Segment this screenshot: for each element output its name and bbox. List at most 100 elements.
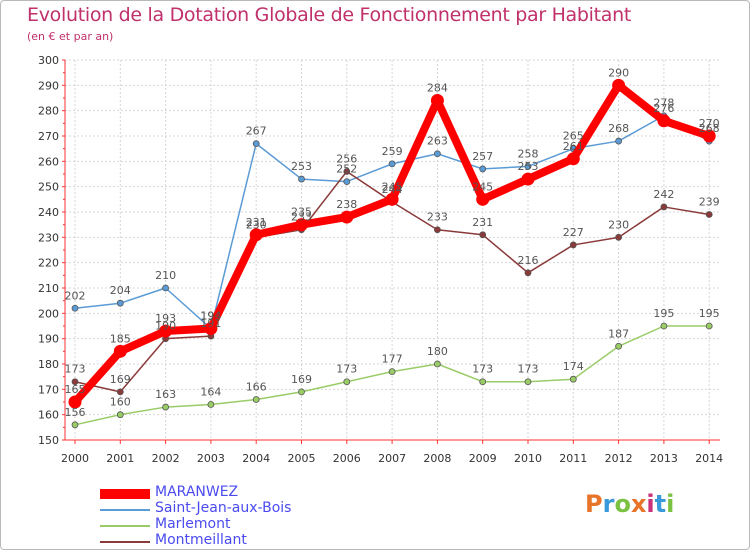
data-point-maranwez <box>204 322 218 336</box>
y-tick-label: 200 <box>38 307 59 320</box>
data-point-montmeillant <box>71 378 79 386</box>
y-tick-label: 210 <box>38 282 59 295</box>
x-tick-label: 2007 <box>378 452 406 465</box>
x-tick-label: 2002 <box>152 452 180 465</box>
data-label-montmeillant: 242 <box>653 188 674 201</box>
data-label-montmeillant: 191 <box>200 317 221 330</box>
data-label-maranwez: 231 <box>246 216 267 229</box>
x-tick-label: 2009 <box>469 452 497 465</box>
data-point-marlemont <box>343 378 351 386</box>
data-label-montmeillant: 244 <box>382 183 403 196</box>
data-point-marlemont <box>705 322 713 330</box>
chart-subtitle: (en € et par an) <box>27 30 114 43</box>
data-label-maranwez: 284 <box>427 82 448 95</box>
data-point-marlemont <box>524 378 532 386</box>
data-point-maranwez <box>295 218 308 232</box>
data-label-maranwez: 235 <box>291 206 312 219</box>
data-point-maranwez <box>566 152 580 166</box>
data-point-saint-jean-aux-bois <box>524 162 532 170</box>
data-label-montmeillant: 256 <box>336 152 357 165</box>
data-point-saint-jean-aux-bois <box>615 137 622 145</box>
data-label-saint-jean-aux-bois: 265 <box>563 130 584 143</box>
data-label-saint-jean-aux-bois: 204 <box>110 284 131 297</box>
data-point-maranwez <box>702 129 716 143</box>
y-tick-label: 300 <box>38 54 59 67</box>
data-label-saint-jean-aux-bois: 194 <box>200 310 221 323</box>
proxiti-logo: Proxiti <box>585 490 674 518</box>
data-point-marlemont <box>298 388 305 396</box>
data-label-montmeillant: 233 <box>291 211 312 224</box>
proxiti-logo-letter: o <box>614 490 631 518</box>
data-label-marlemont: 187 <box>608 327 629 340</box>
data-point-marlemont <box>615 342 622 350</box>
x-tick-label: 2001 <box>106 452 134 465</box>
data-point-maranwez <box>521 172 535 186</box>
y-tick-label: 290 <box>38 79 59 92</box>
data-label-marlemont: 195 <box>653 307 674 320</box>
data-label-marlemont: 169 <box>291 373 312 386</box>
data-label-maranwez: 194 <box>200 310 221 323</box>
data-label-maranwez: 165 <box>65 383 86 396</box>
data-label-saint-jean-aux-bois: 268 <box>608 122 629 135</box>
data-label-marlemont: 195 <box>699 307 720 320</box>
legend-label-montmeillant: Montmeillant <box>155 532 247 548</box>
x-tick-label: 2011 <box>559 452 587 465</box>
y-tick-label: 280 <box>38 105 59 118</box>
data-label-marlemont: 180 <box>427 345 448 358</box>
proxiti-logo-letter: x <box>630 490 647 518</box>
legend-item-marlemont: Marlemont <box>100 516 420 534</box>
legend-item-montmeillant: Montmeillant <box>100 532 420 550</box>
data-point-marlemont <box>116 411 124 419</box>
data-label-saint-jean-aux-bois: 268 <box>699 122 720 135</box>
y-tick-label: 150 <box>38 434 59 447</box>
data-label-montmeillant: 227 <box>563 226 584 239</box>
data-label-maranwez: 185 <box>110 332 131 345</box>
data-point-maranwez <box>113 344 127 358</box>
legend-swatch-marlemont <box>100 525 150 527</box>
data-point-maranwez <box>68 395 82 409</box>
data-label-maranwez: 245 <box>382 180 403 193</box>
data-point-marlemont <box>71 421 79 429</box>
data-point-saint-jean-aux-bois <box>162 284 170 292</box>
data-point-maranwez <box>249 228 263 242</box>
data-point-marlemont <box>162 403 170 411</box>
x-tick-label: 2005 <box>288 452 316 465</box>
data-point-saint-jean-aux-bois <box>388 160 396 168</box>
data-label-marlemont: 163 <box>155 388 176 401</box>
y-tick-label: 230 <box>38 231 59 244</box>
data-point-saint-jean-aux-bois <box>71 304 79 312</box>
data-point-marlemont <box>569 375 577 383</box>
data-point-marlemont <box>433 360 441 368</box>
data-point-montmeillant <box>343 168 351 175</box>
y-tick-label: 180 <box>38 358 59 371</box>
data-label-marlemont: 177 <box>382 353 403 366</box>
legend-label-maranwez: MARANWEZ <box>155 484 239 500</box>
x-tick-label: 2004 <box>242 452 270 465</box>
data-label-montmeillant: 233 <box>427 211 448 224</box>
data-label-montmeillant: 173 <box>65 363 86 376</box>
data-point-maranwez <box>385 192 399 206</box>
chart-title: Evolution de la Dotation Globale de Fonc… <box>27 4 632 26</box>
x-tick-label: 2008 <box>423 452 451 465</box>
data-point-maranwez <box>612 78 626 92</box>
data-label-marlemont: 173 <box>472 363 493 376</box>
data-label-saint-jean-aux-bois: 252 <box>336 163 357 176</box>
data-label-marlemont: 166 <box>246 380 267 393</box>
data-label-saint-jean-aux-bois: 267 <box>246 125 267 138</box>
y-tick-label: 250 <box>38 181 59 194</box>
legend-item-saint-jean-aux-bois: Saint-Jean-aux-Bois <box>100 500 420 518</box>
data-label-maranwez: 261 <box>563 140 584 153</box>
data-label-marlemont: 156 <box>65 406 86 419</box>
data-point-montmeillant <box>116 388 124 396</box>
data-point-maranwez <box>430 94 444 108</box>
data-point-maranwez <box>657 114 671 128</box>
data-point-montmeillant <box>524 269 532 277</box>
data-label-maranwez: 253 <box>518 160 539 173</box>
data-point-saint-jean-aux-bois <box>479 165 487 173</box>
data-label-marlemont: 164 <box>200 386 221 399</box>
x-tick-label: 2006 <box>333 452 361 465</box>
data-point-saint-jean-aux-bois <box>433 150 441 158</box>
y-tick-label: 240 <box>38 206 59 219</box>
data-label-saint-jean-aux-bois: 210 <box>155 269 176 282</box>
